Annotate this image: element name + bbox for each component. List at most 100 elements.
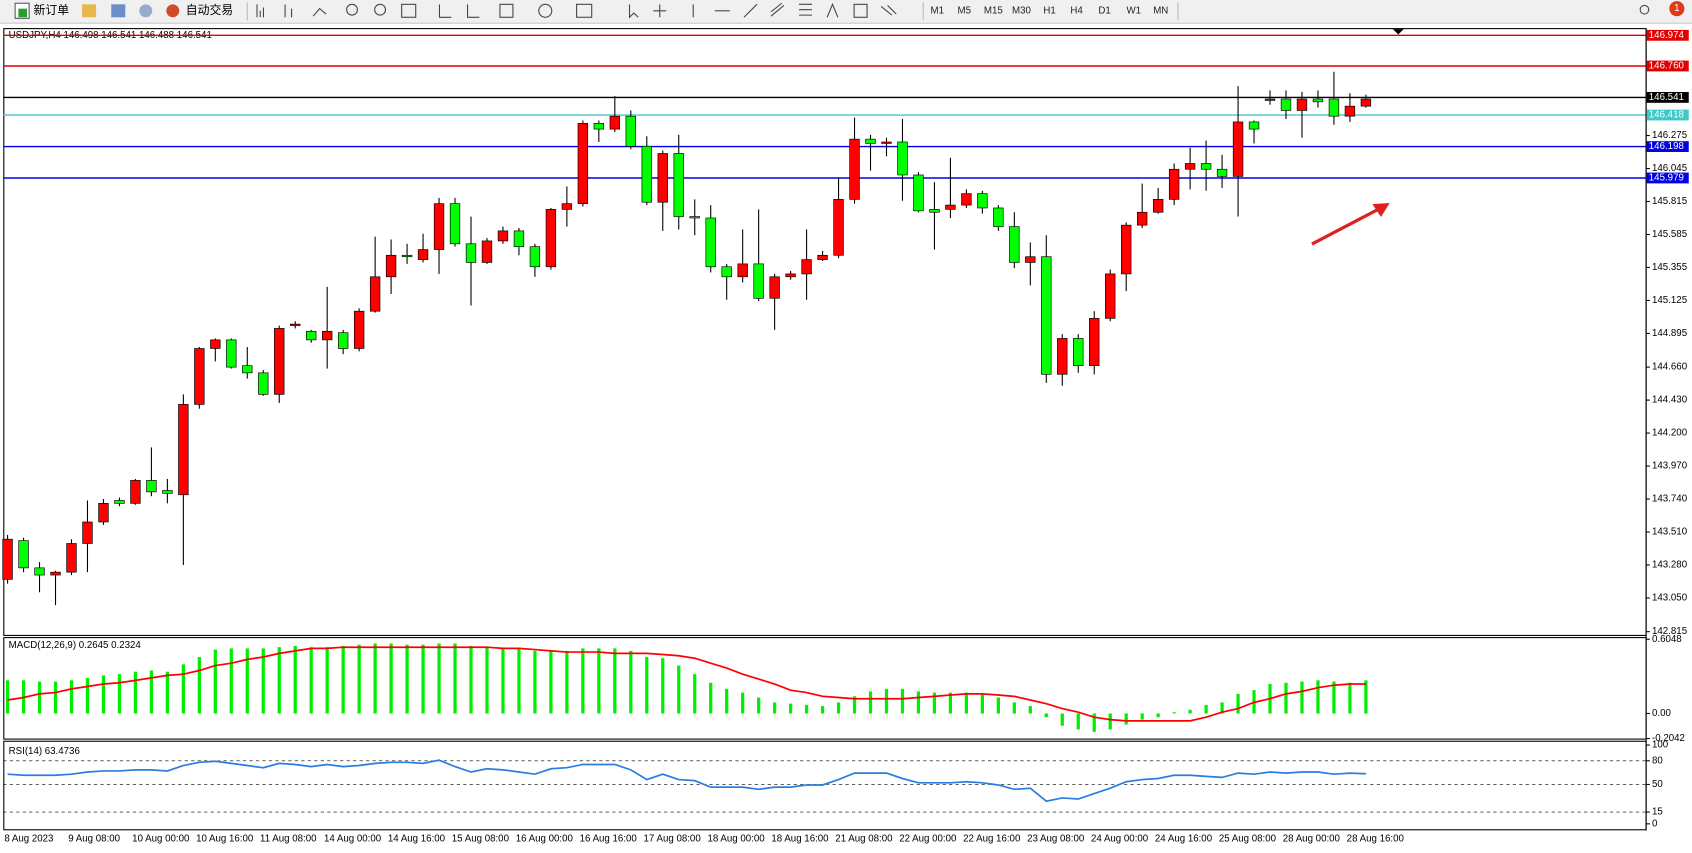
- candle-body: [641, 145, 652, 203]
- candle-body: [34, 567, 45, 576]
- auto-trading-button[interactable]: 自动交易: [166, 3, 233, 18]
- price-level-label: 146.198: [1649, 141, 1684, 152]
- y-tick-label: 80: [1652, 755, 1663, 766]
- icon-button[interactable]: [743, 3, 758, 18]
- candle-body: [1009, 226, 1020, 263]
- y-tick-label: 146.275: [1652, 130, 1687, 141]
- histogram-bar: [213, 649, 217, 714]
- histogram-bar: [677, 665, 681, 714]
- candle-body: [1280, 98, 1292, 111]
- candle-body: [769, 276, 780, 299]
- candle-body: [1360, 98, 1372, 107]
- icon-button[interactable]: [284, 4, 293, 18]
- y-tick-label: 145.585: [1652, 229, 1687, 240]
- search-button[interactable]: [1639, 4, 1650, 15]
- histogram-bar: [549, 650, 553, 714]
- tool-icons: [256, 2, 1650, 19]
- new-order-button[interactable]: 新订单: [14, 2, 69, 19]
- icon-button[interactable]: [111, 4, 126, 18]
- timeframe-button[interactable]: H1: [1043, 5, 1055, 16]
- histogram-bar: [373, 643, 377, 714]
- candle-body: [609, 115, 621, 130]
- histogram-bar: [309, 647, 313, 714]
- icon-button[interactable]: [576, 3, 593, 18]
- candle-body: [417, 249, 429, 260]
- icon-button[interactable]: [139, 4, 153, 18]
- timeframe-button[interactable]: M5: [957, 5, 970, 16]
- y-tick-label: 0.6048: [1652, 634, 1682, 645]
- candle-body: [529, 246, 541, 268]
- icon-button[interactable]: [538, 3, 553, 18]
- icon-button[interactable]: [346, 3, 358, 16]
- candle-body: [465, 243, 477, 263]
- timeframe-button[interactable]: W1: [1126, 5, 1141, 16]
- candle-body: [785, 273, 796, 278]
- icon-button[interactable]: [853, 3, 868, 18]
- histogram-bar: [804, 704, 809, 714]
- indicator-line: [7, 646, 1366, 722]
- histogram-bar: [932, 692, 937, 714]
- candle-body: [1216, 168, 1228, 177]
- price-level-box: [1646, 141, 1689, 152]
- icon-button[interactable]: [628, 4, 639, 19]
- histogram-bar: [1284, 682, 1288, 714]
- icon-button[interactable]: [826, 2, 839, 18]
- icon-button[interactable]: [653, 4, 667, 18]
- chart-shift-marker: [1392, 29, 1404, 35]
- x-tick-label: 9 Aug 08:00: [68, 834, 120, 845]
- histogram-bar: [581, 648, 585, 714]
- candle-body: [1248, 121, 1260, 130]
- candle-body: [577, 123, 589, 204]
- candle-body: [513, 230, 525, 247]
- histogram-bar: [1044, 713, 1048, 718]
- icon-button[interactable]: [256, 4, 265, 18]
- x-tick-label: 24 Aug 00:00: [1091, 834, 1149, 845]
- icon-button[interactable]: [438, 4, 452, 18]
- icon-button[interactable]: [374, 3, 387, 16]
- x-tick-label: 22 Aug 16:00: [963, 834, 1021, 845]
- histogram-bar: [1124, 713, 1128, 725]
- candle-body: [977, 193, 988, 209]
- badge-count: 1: [1674, 3, 1679, 14]
- candle-body: [1025, 256, 1036, 263]
- timeframe-button[interactable]: M15: [984, 5, 1003, 16]
- timeframe-button[interactable]: M30: [1012, 5, 1031, 16]
- notification-badge[interactable]: [1669, 1, 1685, 17]
- timeframe-bar: M1 M5 M15 M30 H1 H4 D1 W1 MN: [930, 5, 1168, 16]
- icon: [18, 8, 28, 18]
- candle-body: [258, 372, 269, 395]
- candle-body: [833, 199, 844, 256]
- histogram-bar: [900, 688, 905, 714]
- candle-body: [545, 209, 557, 268]
- icon-button[interactable]: [799, 3, 812, 16]
- histogram-bar: [229, 648, 233, 714]
- candle-body: [2, 538, 13, 580]
- icon-button[interactable]: [499, 3, 514, 18]
- icon-button[interactable]: [880, 5, 897, 16]
- price-level-box: [1646, 92, 1689, 103]
- candle-body: [913, 174, 924, 212]
- icon-button[interactable]: [82, 4, 97, 18]
- candle-body: [1073, 338, 1084, 367]
- icon-button[interactable]: [467, 4, 480, 18]
- histogram-bar: [836, 702, 841, 714]
- y-tick-label: 144.200: [1652, 428, 1688, 439]
- timeframe-button[interactable]: D1: [1098, 5, 1110, 16]
- histogram-bar: [1220, 702, 1224, 714]
- candle-body: [657, 153, 668, 203]
- candle-body: [1264, 98, 1276, 101]
- timeframe-button[interactable]: M1: [930, 5, 943, 16]
- icon-button[interactable]: [312, 7, 327, 17]
- indicator-line: [7, 759, 1366, 803]
- icon-button[interactable]: [770, 2, 785, 17]
- histogram-bar: [1156, 713, 1160, 718]
- timeframe-button[interactable]: H4: [1070, 5, 1083, 16]
- histogram-bar: [69, 680, 74, 714]
- histogram-bar: [405, 644, 409, 714]
- candle-body: [689, 216, 700, 219]
- price-level-box: [1646, 29, 1689, 41]
- candle-body: [1057, 338, 1068, 375]
- timeframe-button[interactable]: MN: [1153, 5, 1168, 16]
- y-tick-label: 0.00: [1652, 708, 1671, 719]
- icon-button[interactable]: [401, 3, 417, 18]
